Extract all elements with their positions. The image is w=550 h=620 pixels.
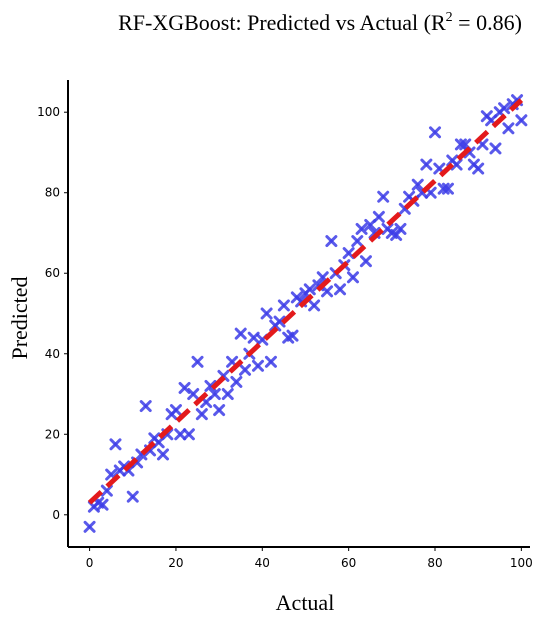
data-point — [334, 283, 347, 296]
data-point — [96, 498, 109, 511]
data-point — [169, 404, 182, 417]
data-point — [355, 222, 368, 235]
x-tick-label: 40 — [255, 556, 270, 570]
data-point — [286, 329, 299, 342]
data-point — [109, 438, 122, 451]
data-point — [411, 178, 424, 191]
data-point — [251, 359, 264, 372]
data-point — [429, 126, 442, 139]
y-tick-label: 40 — [45, 347, 60, 361]
chart-title: RF-XGBoost: Predicted vs Actual (R2 = 0.… — [118, 10, 522, 35]
data-point — [195, 408, 208, 421]
data-point — [208, 388, 221, 401]
data-point — [515, 114, 528, 127]
data-point — [277, 299, 290, 312]
data-point — [489, 142, 502, 155]
data-point — [372, 210, 385, 223]
fit-line — [87, 98, 524, 505]
data-point — [100, 484, 113, 497]
data-point — [498, 102, 511, 115]
data-point — [325, 235, 338, 248]
x-tick-label: 100 — [510, 556, 533, 570]
y-tick-label: 20 — [45, 427, 60, 441]
data-point — [450, 158, 463, 171]
x-tick-label: 0 — [86, 556, 94, 570]
y-tick-label: 80 — [45, 186, 60, 200]
data-point — [178, 381, 191, 394]
data-point — [139, 400, 152, 413]
x-ticks: 0 20 40 60 80 100 — [86, 547, 533, 570]
y-axis-label: Predicted — [7, 276, 32, 359]
data-point — [303, 283, 316, 296]
data-point — [359, 255, 372, 268]
x-axis-label: Actual — [276, 590, 335, 615]
data-points — [83, 94, 528, 533]
chart-title-suffix: = 0.86) — [453, 10, 522, 35]
data-point — [264, 355, 277, 368]
x-tick-label: 80 — [427, 556, 442, 570]
y-ticks: 0 20 40 60 80 100 — [37, 105, 68, 522]
data-point — [342, 247, 355, 260]
data-point — [321, 285, 334, 298]
data-point — [441, 182, 454, 195]
x-tick-label: 20 — [168, 556, 183, 570]
data-point — [156, 448, 169, 461]
data-point — [174, 428, 187, 441]
data-point — [191, 355, 204, 368]
data-point — [351, 235, 364, 248]
chart-title-superscript: 2 — [446, 10, 453, 25]
data-point — [260, 307, 273, 320]
y-tick-label: 100 — [37, 105, 60, 119]
data-point — [394, 222, 407, 235]
data-point — [221, 388, 234, 401]
data-point — [420, 158, 433, 171]
data-point — [502, 122, 515, 135]
data-point — [126, 490, 139, 503]
data-point — [230, 375, 243, 388]
chart-title-prefix: RF-XGBoost: Predicted vs Actual (R — [118, 10, 446, 35]
data-point — [472, 162, 485, 175]
data-point — [83, 520, 96, 533]
data-point — [234, 327, 247, 340]
y-tick-label: 60 — [45, 266, 60, 280]
y-tick-label: 0 — [52, 508, 60, 522]
data-point — [239, 363, 252, 376]
data-point — [182, 428, 195, 441]
data-point — [377, 190, 390, 203]
data-point — [187, 388, 200, 401]
data-point — [213, 404, 226, 417]
data-point — [308, 299, 321, 312]
x-tick-label: 60 — [341, 556, 356, 570]
data-point — [273, 315, 286, 328]
data-point — [346, 271, 359, 284]
